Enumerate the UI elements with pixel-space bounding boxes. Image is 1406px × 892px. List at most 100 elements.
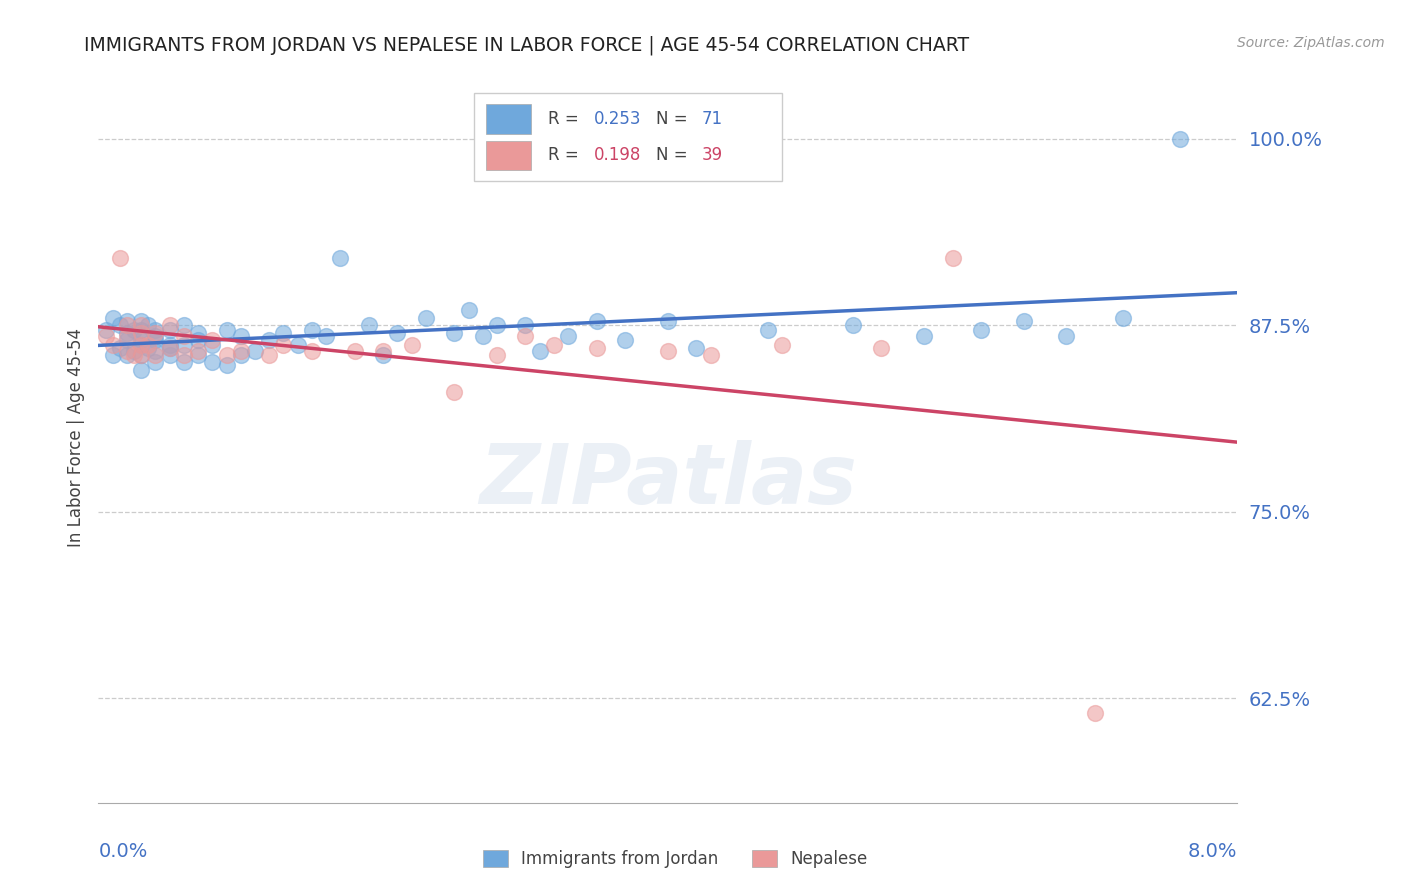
Point [201,333,224,347]
Text: IMMIGRANTS FROM JORDAN VS NEPALESE IN LABOR FORCE | AGE 45-54 CORRELATION CHART: IMMIGRANTS FROM JORDAN VS NEPALESE IN LA… [84,36,970,55]
Point [145,333,167,347]
Point [529,343,551,358]
Point [94,328,117,343]
Point [187,348,209,362]
Text: 0.253: 0.253 [593,110,641,128]
Point [145,326,167,340]
Point [201,355,224,369]
Point [115,318,138,332]
Point [159,318,181,332]
Point [129,326,152,340]
Point [129,333,152,347]
Point [136,341,159,355]
Point [543,337,565,351]
Point [215,323,238,337]
Point [287,337,309,351]
Text: 39: 39 [702,146,723,164]
Point [942,251,965,265]
Bar [485,104,531,134]
Text: 0.198: 0.198 [593,146,641,164]
Point [870,341,893,355]
Point [970,323,993,337]
Point [122,323,145,337]
Point [215,359,238,373]
Point [159,337,181,351]
Point [122,343,145,358]
Point [108,318,131,332]
Point [159,341,181,355]
Point [259,333,281,347]
Point [187,326,209,340]
Point [115,348,138,362]
Point [145,328,167,343]
Text: R =: R = [548,146,585,164]
Point [129,313,152,327]
Point [1170,131,1192,145]
Point [415,310,437,325]
Point [115,333,138,347]
Point [273,337,295,351]
Point [145,355,167,369]
Point [315,328,337,343]
Point [173,337,195,351]
Point [173,348,195,362]
Point [1012,313,1035,327]
Text: 71: 71 [702,110,723,128]
Bar [485,141,531,170]
Point [371,348,394,362]
Point [585,341,607,355]
Point [101,337,124,351]
Text: Source: ZipAtlas.com: Source: ZipAtlas.com [1237,36,1385,50]
Text: N =: N = [657,146,693,164]
Legend: Immigrants from Jordan, Nepalese: Immigrants from Jordan, Nepalese [477,843,873,875]
Point [122,348,145,362]
Point [108,251,131,265]
Point [229,328,252,343]
Point [159,341,181,355]
Point [129,323,152,337]
Point [1084,706,1107,721]
Point [301,323,323,337]
Point [101,310,124,325]
Point [159,348,181,362]
Point [94,323,117,337]
Point [145,343,167,358]
Point [187,343,209,358]
Point [699,348,721,362]
Point [614,333,637,347]
Point [357,318,380,332]
Point [187,333,209,347]
Point [329,251,352,265]
Point [443,326,465,340]
Point [387,326,409,340]
Point [842,318,865,332]
Point [515,328,537,343]
Point [301,343,323,358]
Point [343,343,366,358]
Point [215,348,238,362]
Point [657,343,679,358]
Point [129,348,152,362]
Point [457,303,479,318]
Point [115,326,138,340]
Point [756,323,779,337]
Point [515,318,537,332]
Point [585,313,607,327]
Point [443,385,465,400]
Text: 0.0%: 0.0% [98,842,148,862]
Point [101,348,124,362]
Point [1056,328,1078,343]
Point [115,343,138,358]
Point [770,337,793,351]
Point [108,341,131,355]
Point [173,328,195,343]
Point [115,328,138,343]
Point [273,326,295,340]
Point [371,343,394,358]
Point [129,337,152,351]
Text: N =: N = [657,110,693,128]
Point [129,348,152,362]
Point [115,313,138,327]
Point [229,348,252,362]
Point [129,318,152,332]
